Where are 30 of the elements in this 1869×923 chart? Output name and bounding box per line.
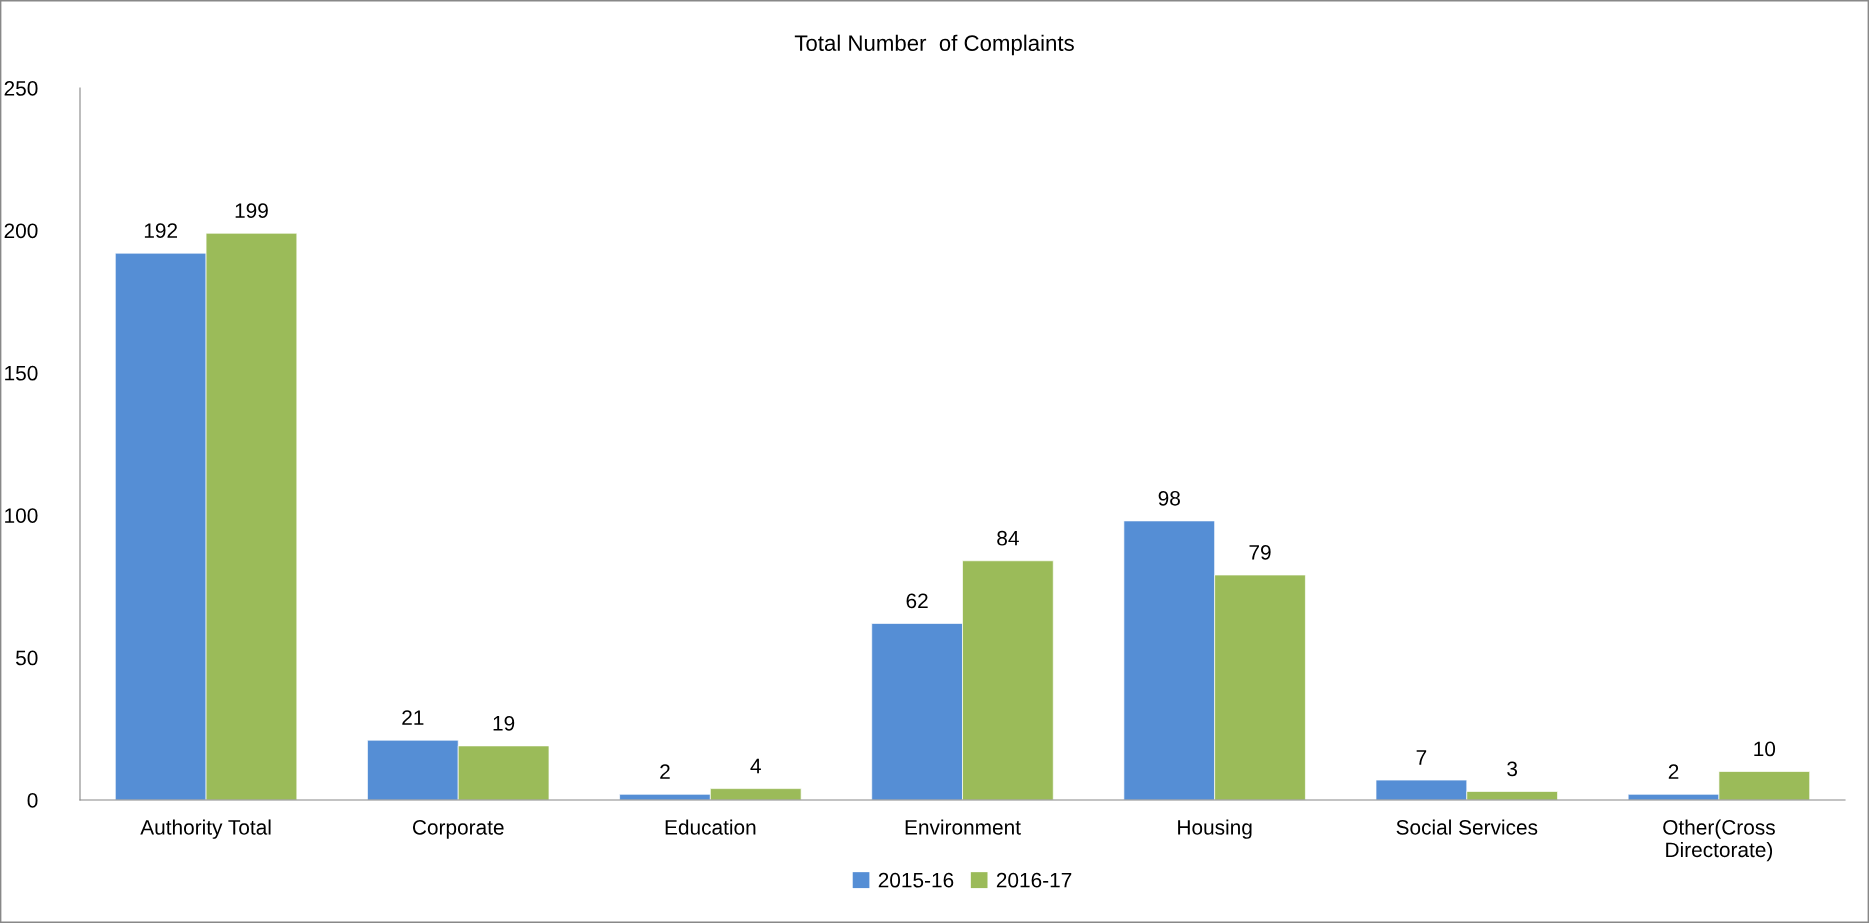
data-label: 62 xyxy=(906,593,928,609)
data-label: 192 xyxy=(144,223,178,238)
x-tick-label: Environment xyxy=(905,819,1021,835)
x-tick-label: Corporate xyxy=(412,819,504,839)
x-tick-label: Social Services xyxy=(1396,819,1538,835)
data-label: 2 xyxy=(1668,764,1679,779)
y-tick-label: 0 xyxy=(27,793,38,808)
y-tick-label: 250 xyxy=(4,81,38,96)
y-tick-label: 50 xyxy=(16,650,38,666)
y-tick-label: 200 xyxy=(4,223,38,239)
chart-title: Total Number of Complaints xyxy=(794,34,1074,56)
x-tick-label: Other(Cross Directorate) xyxy=(1663,819,1775,862)
data-label: 199 xyxy=(235,203,268,219)
y-tick-label: 100 xyxy=(5,508,38,523)
data-label: 79 xyxy=(1249,545,1271,560)
data-label: 7 xyxy=(1416,750,1427,765)
data-label: 3 xyxy=(1507,761,1518,777)
legend-label: 2016-17 xyxy=(996,872,1072,888)
data-label: 19 xyxy=(493,715,515,731)
data-label: 21 xyxy=(402,710,424,725)
x-tick-label: Education xyxy=(665,819,756,835)
data-label: 2 xyxy=(660,764,670,779)
data-label: 84 xyxy=(997,530,1019,546)
legend-label: 2015-16 xyxy=(878,872,954,888)
x-tick-label: Housing xyxy=(1178,819,1252,839)
data-label: 10 xyxy=(1754,741,1776,757)
data-label: 4 xyxy=(750,758,761,774)
x-tick-label: Authority Total xyxy=(140,819,271,839)
y-tick-label: 150 xyxy=(5,365,38,381)
data-label: 98 xyxy=(1158,490,1180,506)
